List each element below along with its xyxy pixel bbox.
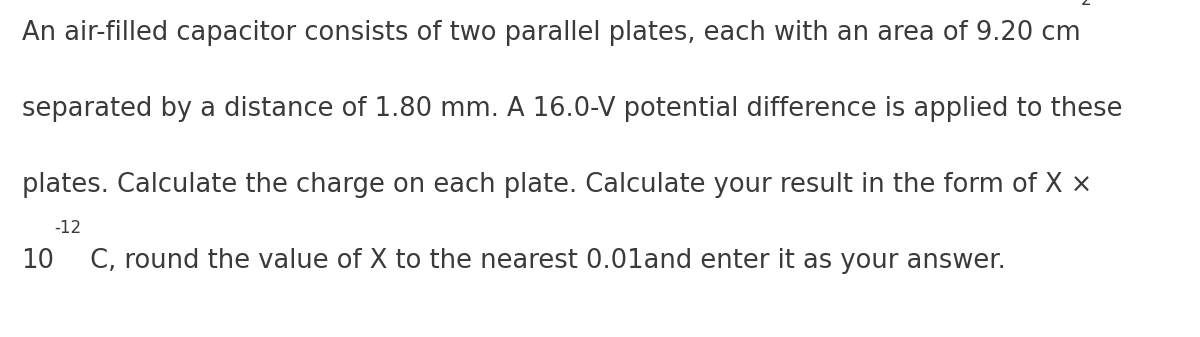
Text: 2: 2 — [1080, 0, 1091, 9]
Text: C, round the value of X to the nearest 0.01and enter it as your answer.: C, round the value of X to the nearest 0… — [82, 248, 1006, 274]
Text: 10: 10 — [22, 248, 55, 274]
Text: An air-filled capacitor consists of two parallel plates, each with an area of 9.: An air-filled capacitor consists of two … — [22, 21, 1080, 47]
Text: plates. Calculate the charge on each plate. Calculate your result in the form of: plates. Calculate the charge on each pla… — [22, 172, 1092, 198]
Text: -12: -12 — [54, 218, 82, 237]
Text: separated by a distance of 1.80 mm. A 16.0-V potential difference is applied to : separated by a distance of 1.80 mm. A 16… — [22, 96, 1122, 122]
